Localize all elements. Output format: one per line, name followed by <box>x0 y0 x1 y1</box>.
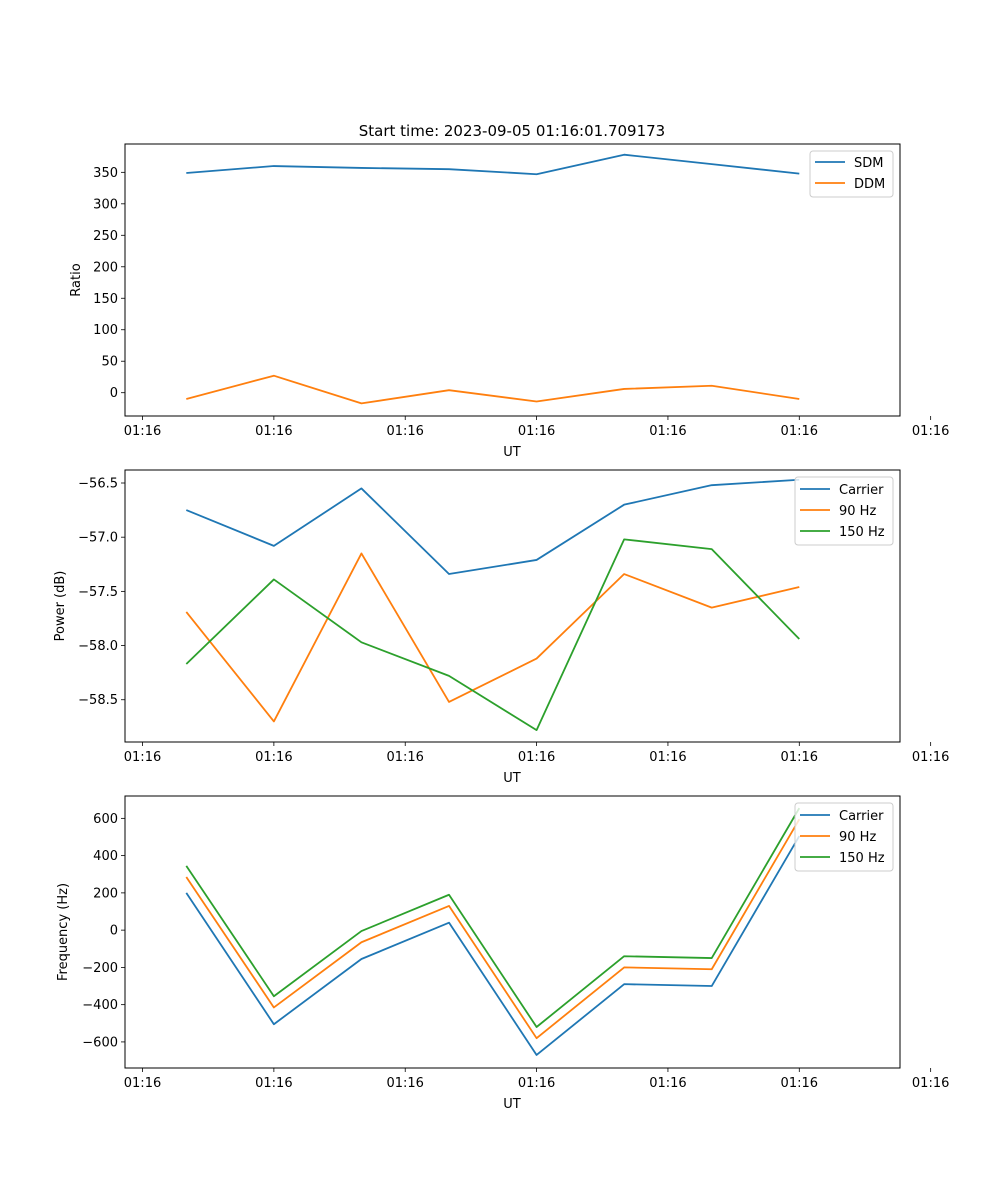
frequency-x-tick-label: 01:16 <box>912 1076 949 1091</box>
ratio-x-tick-label: 01:16 <box>912 424 949 439</box>
ratio-x-tick-label: 01:16 <box>649 424 686 439</box>
power-plot-area <box>185 478 800 731</box>
frequency-x-tick-label: 01:16 <box>386 1076 423 1091</box>
legend-label-90hz: 90 Hz <box>839 830 876 845</box>
ratio-y-tick-label: 200 <box>93 260 118 275</box>
frequency-axes-frame <box>124 795 901 1069</box>
power-x-tick-label: 01:16 <box>912 750 949 765</box>
frequency-series-90hz-line <box>185 818 801 1040</box>
power-x-tick-label: 01:16 <box>255 750 292 765</box>
frequency-y-tick-label: 200 <box>93 886 118 901</box>
power-y-tick-label: −57.0 <box>78 531 118 546</box>
frequency-x-tick-label: 01:16 <box>255 1076 292 1091</box>
frequency-y-tick-label: −200 <box>82 961 118 976</box>
frequency-x-tick-label: 01:16 <box>649 1076 686 1091</box>
frequency-y-tick-label: −600 <box>82 1035 118 1050</box>
legend-label-150hz: 150 Hz <box>839 525 885 540</box>
ratio-legend: SDM DDM <box>809 150 894 198</box>
power-series-carrier-line <box>185 478 800 575</box>
frequency-y-axis-label: Frequency (Hz) <box>56 883 71 981</box>
power-axes-frame <box>124 469 901 743</box>
power-y-tick-label: −57.5 <box>78 585 118 600</box>
frequency-legend-box <box>794 802 894 872</box>
ratio-panel: Start time: 2023-09-05 01:16:01.709173 U… <box>69 122 949 460</box>
ratio-x-tick-label: 01:16 <box>255 424 292 439</box>
power-series-150hz-line <box>185 538 800 731</box>
legend-label-carrier: Carrier <box>839 809 884 824</box>
ratio-y-axis-label: Ratio <box>69 263 84 296</box>
ratio-series-ddm-line <box>186 374 800 405</box>
frequency-x-axis-label: UT <box>503 1097 521 1112</box>
ratio-y-tick-label: 150 <box>93 292 118 307</box>
power-legend: Carrier 90 Hz 150 Hz <box>794 476 894 546</box>
power-y-tick-label: −58.0 <box>78 639 118 654</box>
power-x-tick-label: 01:16 <box>781 750 818 765</box>
power-x-tick-label: 01:16 <box>649 750 686 765</box>
frequency-y-tick-label: −400 <box>82 998 118 1013</box>
ratio-x-tick-label: 01:16 <box>518 424 555 439</box>
legend-label-150hz: 150 Hz <box>839 851 885 866</box>
ratio-x-tick-label: 01:16 <box>124 424 161 439</box>
power-x-tick-label: 01:16 <box>124 750 161 765</box>
frequency-x-tick-label: 01:16 <box>518 1076 555 1091</box>
ratio-y-tick-label: 350 <box>93 166 118 181</box>
power-series-90hz-line <box>185 552 800 723</box>
power-y-axis-label: Power (dB) <box>53 571 68 642</box>
ratio-y-tick-label: 50 <box>101 355 118 370</box>
ratio-y-tick-label: 0 <box>110 386 118 401</box>
power-x-axis-label: UT <box>503 771 521 786</box>
ratio-x-axis-label: UT <box>503 445 521 460</box>
power-y-tick-label: −58.5 <box>78 693 118 708</box>
legend-label-sdm: SDM <box>854 156 883 171</box>
frequency-x-tick-label: 01:16 <box>124 1076 161 1091</box>
chart-title: Start time: 2023-09-05 01:16:01.709173 <box>359 122 665 140</box>
frequency-series-150hz-line <box>185 807 801 1028</box>
legend-label-90hz: 90 Hz <box>839 504 876 519</box>
ratio-x-tick-label: 01:16 <box>781 424 818 439</box>
frequency-y-tick-label: 400 <box>93 849 118 864</box>
frequency-legend: Carrier 90 Hz 150 Hz <box>794 802 894 872</box>
frequency-plot-area <box>185 807 801 1056</box>
legend-label-carrier: Carrier <box>839 483 884 498</box>
ratio-y-tick-label: 100 <box>93 323 118 338</box>
frequency-panel: UT Frequency (Hz) Carrier 90 Hz 150 Hz 0… <box>56 795 949 1112</box>
frequency-x-tick-label: 01:16 <box>781 1076 818 1091</box>
power-x-tick-label: 01:16 <box>386 750 423 765</box>
ratio-y-tick-label: 250 <box>93 229 118 244</box>
ratio-plot-area <box>186 153 800 405</box>
power-panel: UT Power (dB) Carrier 90 Hz 150 Hz 01:16… <box>53 469 949 786</box>
ratio-axes-frame <box>124 143 901 417</box>
ratio-series-sdm-line <box>186 153 800 176</box>
ratio-y-tick-label: 300 <box>93 197 118 212</box>
frequency-y-tick-label: 600 <box>93 812 118 827</box>
frequency-series-carrier-line <box>185 835 801 1056</box>
power-legend-box <box>794 476 894 546</box>
power-y-tick-label: −56.5 <box>78 477 118 492</box>
power-x-tick-label: 01:16 <box>518 750 555 765</box>
legend-label-ddm: DDM <box>854 177 885 192</box>
frequency-y-tick-label: 0 <box>110 924 118 939</box>
ratio-x-tick-label: 01:16 <box>386 424 423 439</box>
